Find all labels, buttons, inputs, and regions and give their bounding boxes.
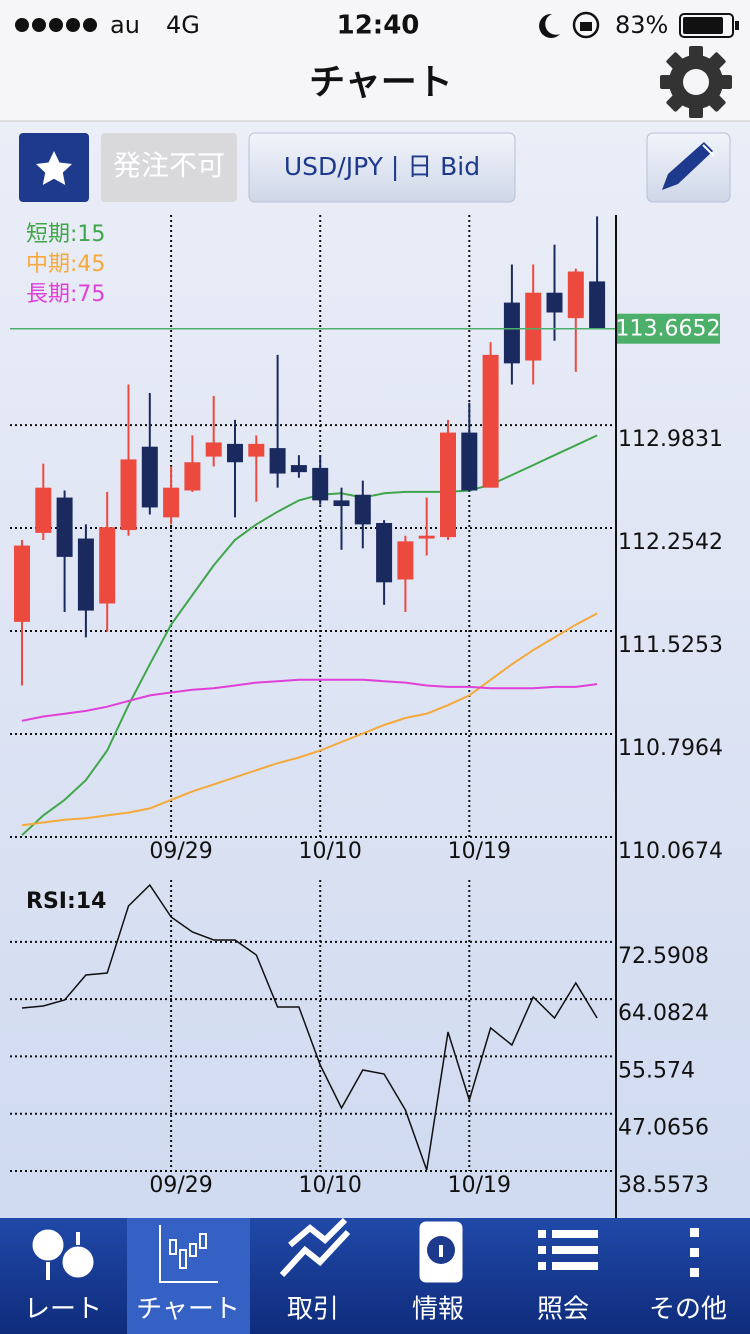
more-icon <box>690 1228 699 1277</box>
candle-body <box>120 459 137 531</box>
header-background <box>0 0 750 121</box>
tab-items: レート チャート 取引 情報 照会 その他 <box>24 1218 727 1334</box>
settings-button[interactable] <box>660 46 732 118</box>
y-tick-label: 38.5573 <box>618 1173 709 1198</box>
candle-body <box>546 292 563 313</box>
x-tick-label: 10/19 <box>448 1173 511 1198</box>
candle-body <box>312 467 329 501</box>
battery-percent: 83% <box>615 11 668 39</box>
last-price-label: 113.6652 <box>616 317 721 342</box>
page-title: チャート <box>309 62 453 103</box>
candle-body <box>248 443 265 457</box>
chart-area: 110.0674 110.7964 111.5253 112.2542 112.9831… <box>10 215 723 1198</box>
candle-body <box>440 432 456 538</box>
candle-body <box>589 281 606 329</box>
signal-dots <box>15 18 97 32</box>
candle-body <box>99 527 116 604</box>
carrier: au <box>110 11 140 39</box>
battery-icon <box>679 13 739 38</box>
moving-average-line <box>21 434 598 836</box>
candle-body <box>525 292 542 361</box>
draw-button[interactable] <box>646 132 731 203</box>
candle-body <box>567 271 584 319</box>
candle-body <box>397 541 414 580</box>
tab-label[interactable]: 照会 <box>537 1295 589 1325</box>
x-tick-label: 10/19 <box>448 839 511 864</box>
x-tick-label: 10/10 <box>298 1173 361 1198</box>
tab-label[interactable]: その他 <box>649 1295 727 1325</box>
candle-body <box>461 432 478 491</box>
y-tick-label: 47.0656 <box>618 1116 709 1141</box>
candle-body <box>56 497 73 557</box>
x-tick-label: 09/29 <box>149 839 212 864</box>
legend-entry: 長期:75 <box>26 282 105 307</box>
info-icon <box>419 1221 463 1283</box>
y-tick-label: 72.5908 <box>618 944 709 969</box>
candle-body <box>354 494 371 525</box>
candle-body <box>482 354 499 488</box>
candle-body <box>184 462 201 491</box>
symbol-button[interactable]: USD/JPY | 日 Bid <box>248 132 516 203</box>
chart-icon <box>159 1225 218 1283</box>
moving-average-line <box>21 678 598 722</box>
clock: 12:40 <box>337 11 420 41</box>
tab-label[interactable]: 情報 <box>412 1295 464 1325</box>
candle-body <box>376 522 393 583</box>
candle-body <box>227 443 243 463</box>
active-tab-highlight <box>127 1218 250 1334</box>
candle-body <box>14 545 30 622</box>
y-tick-label: 64.0824 <box>618 1001 709 1026</box>
trade-icon <box>279 1217 351 1278</box>
symbol-button-label: USD/JPY | 日 Bid <box>284 152 480 181</box>
candle-body <box>418 535 435 539</box>
order-button-label: 発注不可 <box>113 149 225 182</box>
candle-body <box>290 465 307 473</box>
x-tick-label: 10/10 <box>298 839 361 864</box>
candle-body <box>333 500 350 507</box>
y-tick-label: 110.7964 <box>618 736 723 761</box>
legend-entry: 短期:15 <box>26 222 105 247</box>
inquiry-icon <box>538 1230 598 1270</box>
moon-icon <box>539 13 560 38</box>
network: 4G <box>166 11 200 39</box>
moving-average-line <box>21 612 598 827</box>
last-price-box <box>616 313 720 344</box>
y-tick-label: 55.574 <box>618 1058 695 1083</box>
legend-entry: 中期:45 <box>26 252 105 277</box>
y-tick-label: 112.2542 <box>618 530 723 555</box>
tab-icons <box>32 1217 699 1283</box>
tab-label[interactable]: レート <box>24 1295 102 1325</box>
candle-body <box>269 448 286 474</box>
tab-bar <box>0 1218 750 1334</box>
candle-body <box>35 487 52 533</box>
candle-body <box>205 442 222 457</box>
rotation-lock-icon <box>572 11 600 39</box>
y-tick-label: 111.5253 <box>618 633 723 658</box>
candle-body <box>163 487 180 518</box>
rate-icon <box>32 1229 94 1280</box>
favorite-button[interactable] <box>19 133 89 202</box>
order-button[interactable]: 発注不可 <box>101 133 237 202</box>
x-tick-label: 09/29 <box>149 1173 212 1198</box>
tab-label[interactable]: チャート <box>136 1295 240 1325</box>
candle-body <box>503 302 520 364</box>
tab-label[interactable]: 取引 <box>287 1295 339 1325</box>
y-tick-label: 112.9831 <box>618 427 723 452</box>
y-tick-label: 110.0674 <box>618 839 723 864</box>
rsi-label: RSI:14 <box>26 889 106 914</box>
candle-body <box>141 446 158 508</box>
rsi-line <box>21 883 598 1171</box>
candle-body <box>77 538 94 611</box>
